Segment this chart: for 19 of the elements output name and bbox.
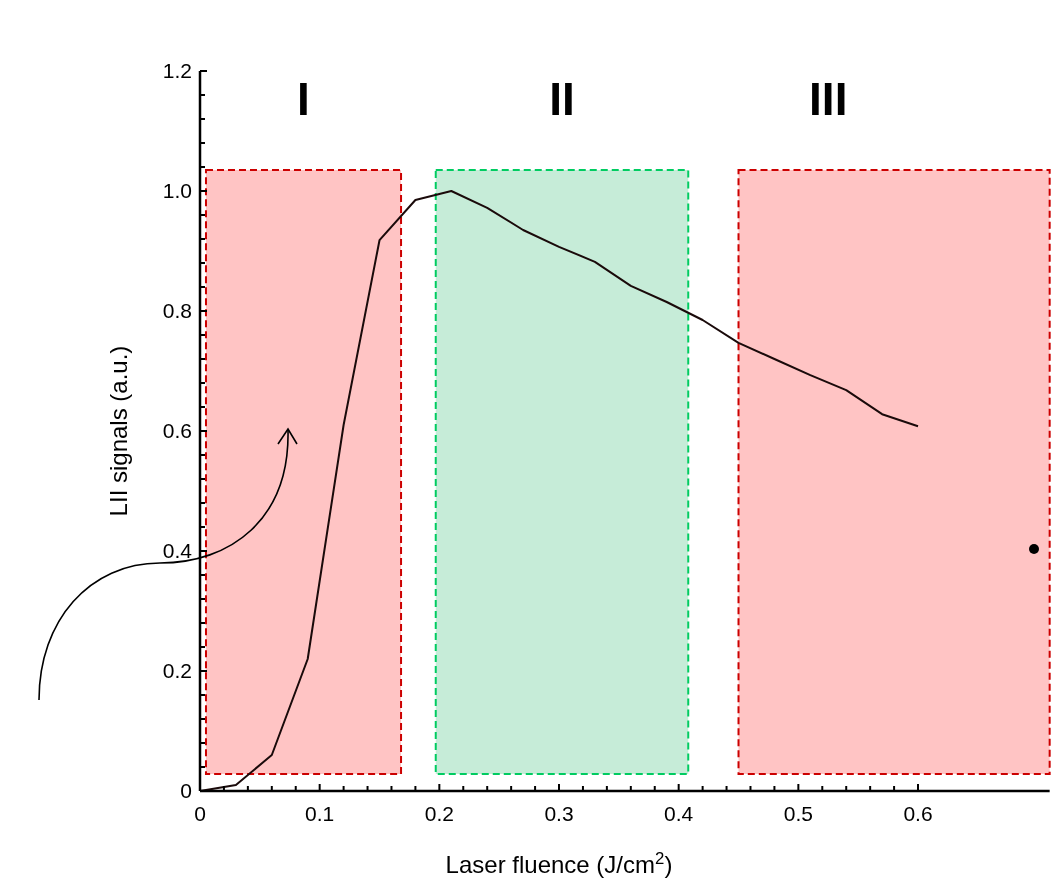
y-tick-label: 0.4 xyxy=(162,539,193,563)
x-tick-label: 0 xyxy=(194,802,206,825)
band-label: I xyxy=(297,73,310,126)
y-axis-title: LII signals (a.u.) xyxy=(105,345,132,517)
y-tick-label: 0.6 xyxy=(162,419,192,443)
y-tick-label: 1.0 xyxy=(162,179,192,203)
y-tick-label: 0 xyxy=(180,779,192,803)
y-tick-label: 0.8 xyxy=(162,299,192,323)
y-tick-label: 1.2 xyxy=(162,59,192,83)
band-label: II xyxy=(549,73,575,126)
x-axis-title: Laser fluence (J/cm$^{2}$) xyxy=(445,848,673,878)
x-tick-label: 0.5 xyxy=(783,802,813,825)
x-tick-label: 0.1 xyxy=(305,802,335,825)
x-tick-label: 0.2 xyxy=(424,802,454,825)
x-tick-label: 0.4 xyxy=(664,802,694,825)
y-tick-label: 0.2 xyxy=(162,659,192,683)
x-tick-label: 0.3 xyxy=(544,802,574,825)
x-tick-label: 0.6 xyxy=(903,802,933,825)
band-label: III xyxy=(809,73,848,126)
